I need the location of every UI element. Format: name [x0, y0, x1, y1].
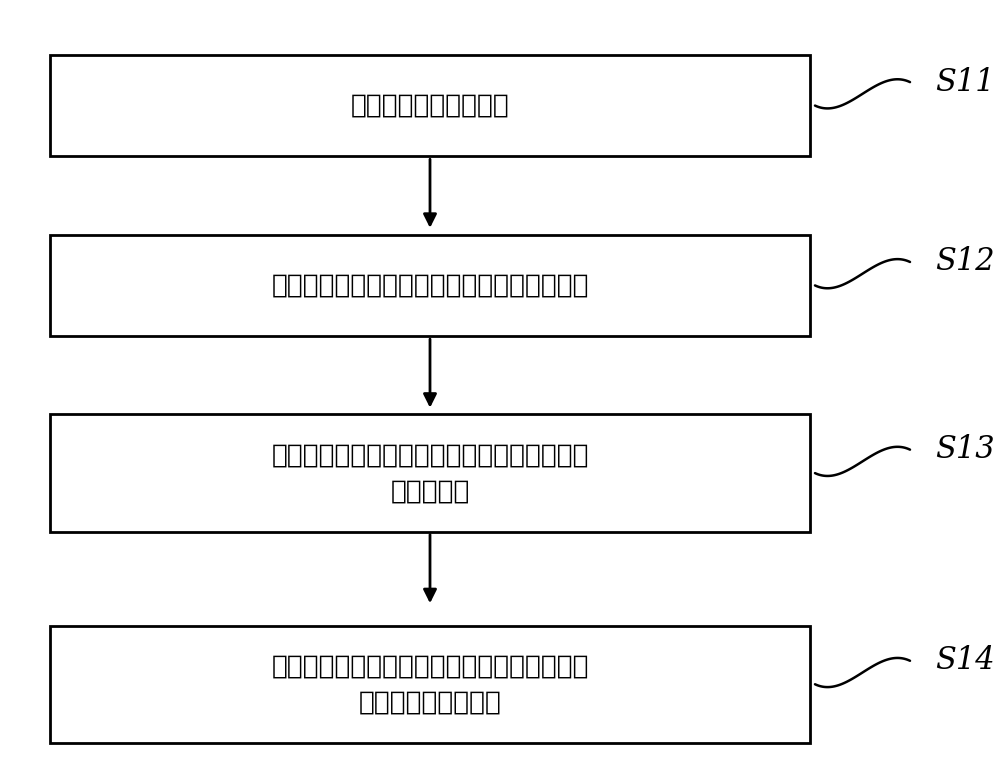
Bar — [50, 414, 810, 532]
Text: 获得并网点电压的频率: 获得并网点电压的频率 — [351, 92, 509, 119]
Text: S11: S11 — [935, 66, 995, 98]
Text: 基于提取出的频率扰动分量获得锁相环输入信
号的补偿量: 基于提取出的频率扰动分量获得锁相环输入信 号的补偿量 — [271, 442, 589, 504]
Bar — [50, 235, 810, 336]
Bar — [50, 55, 810, 156]
Bar — [50, 626, 810, 743]
Text: S14: S14 — [935, 645, 995, 676]
Text: S13: S13 — [935, 434, 995, 465]
Text: S12: S12 — [935, 246, 995, 278]
Text: 从所述并网点电压的频率中提取频率扰动分量: 从所述并网点电压的频率中提取频率扰动分量 — [271, 272, 589, 299]
Text: 将所述锁相环输入信号的补偿量叠加到锁相环
调节器的输入信号中: 将所述锁相环输入信号的补偿量叠加到锁相环 调节器的输入信号中 — [271, 653, 589, 716]
